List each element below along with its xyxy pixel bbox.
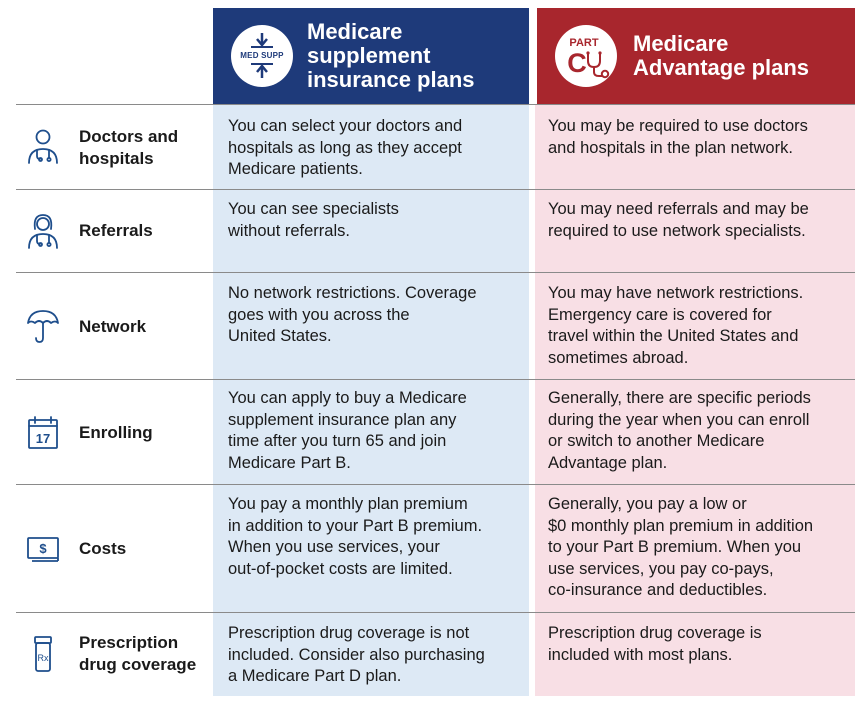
row-label: Network [79, 317, 147, 336]
supplement-column-background [213, 104, 529, 696]
row-label: Referrals [79, 221, 153, 240]
row-label: Doctors and hospitals [79, 127, 179, 168]
prescription-bottle-icon: Rx [24, 635, 62, 673]
doctor-icon [24, 127, 62, 165]
dollar-bill-icon: $ [24, 530, 62, 568]
supplement-header: MED SUPP Medicare supplement insurance p… [213, 8, 529, 104]
row-label: Costs [79, 539, 127, 558]
supplement-cell: No network restrictions. Coverage goes w… [228, 284, 477, 345]
part-c-badge-letter: C [567, 48, 587, 78]
row-divider [16, 379, 855, 380]
med-supp-badge-icon: MED SUPP [231, 25, 293, 87]
row-divider [16, 189, 855, 190]
advantage-column-background [535, 104, 855, 696]
row-referrals: Referrals You can see specialists withou… [16, 190, 855, 272]
supplement-cell: You pay a monthly plan premium in additi… [228, 495, 483, 578]
advantage-cell: You may have network restrictions. Emerg… [548, 284, 804, 367]
part-c-badge-icon: PART C [555, 25, 617, 87]
row-label: Enrolling [79, 423, 153, 442]
advantage-cell: Prescription drug coverage is included w… [548, 624, 762, 664]
advantage-cell: You may be required to use doctors and h… [548, 117, 808, 157]
row-divider [16, 272, 855, 273]
row-costs: $ Costs You pay a monthly plan premium i… [16, 485, 855, 612]
advantage-cell: Generally, there are specific periods du… [548, 389, 811, 472]
supplement-cell: You can select your doctors and hospital… [228, 117, 463, 178]
part-c-badge-part-text: PART [569, 37, 598, 49]
row-doctors-and-hospitals: Doctors and hospitals You can select you… [16, 105, 855, 189]
umbrella-icon [24, 307, 62, 345]
row-prescription-drug-coverage: Rx Prescription drug coverage Prescripti… [16, 613, 855, 697]
supplement-cell: Prescription drug coverage is not includ… [228, 624, 485, 685]
advantage-header-title: Medicare Advantage plans [633, 31, 810, 80]
supplement-cell: You can see specialists without referral… [228, 200, 399, 240]
row-divider [16, 612, 855, 613]
advantage-cell: You may need referrals and may be requir… [548, 200, 809, 240]
row-divider [16, 104, 855, 105]
nurse-icon [24, 212, 62, 250]
rx-symbol: Rx [38, 653, 49, 663]
dollar-sign: $ [39, 541, 47, 556]
advantage-header: PART C Medicare Advantage plans [537, 8, 855, 104]
row-label: Prescription drug coverage [79, 633, 197, 674]
row-network: Network No network restrictions. Coverag… [16, 273, 855, 379]
row-enrolling: 17 Enrolling You can apply to buy a Medi… [16, 380, 855, 484]
advantage-cell: Generally, you pay a low or $0 monthly p… [548, 495, 814, 599]
supplement-cell: You can apply to buy a Medicare suppleme… [228, 389, 467, 472]
calendar-icon-date: 17 [36, 431, 50, 446]
row-divider [16, 484, 855, 485]
supplement-header-title: Medicare supplement insurance plans [307, 19, 475, 92]
calendar-icon: 17 [24, 414, 62, 452]
med-supp-badge-text: MED SUPP [240, 51, 284, 60]
